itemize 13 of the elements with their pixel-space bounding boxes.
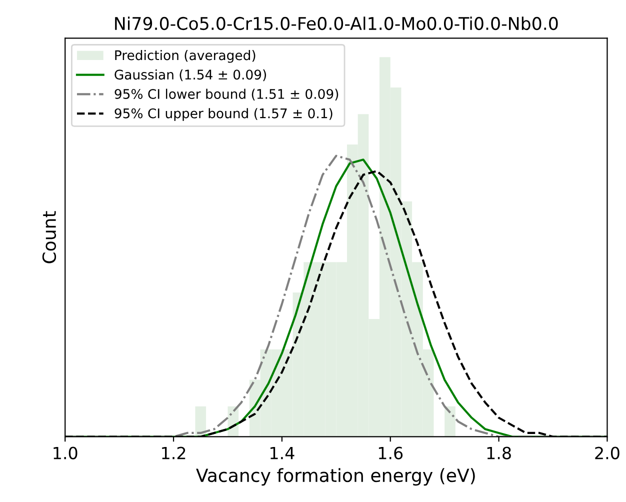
x-tick-label: 1.4 — [270, 446, 294, 460]
x-tick-label: 1.6 — [378, 446, 403, 460]
x-axis-title: Vacancy formation energy (eV) — [196, 468, 475, 486]
x-tick-label: 1.8 — [487, 446, 511, 460]
legend-label: 95% CI upper bound (1.57 ± 0.1) — [114, 108, 332, 121]
x-tick-label: 2.0 — [595, 446, 620, 460]
legend-label: Gaussian (1.54 ± 0.09) — [114, 69, 266, 82]
y-axis-title: Count — [42, 211, 56, 264]
legend-label: Prediction (averaged) — [115, 50, 256, 63]
legend-label: 95% CI lower bound (1.51 ± 0.09) — [114, 88, 338, 101]
chart-title: Ni79.0-Co5.0-Cr15.0-Fe0.0-Al1.0-Mo0.0-Ti0.0-Nb0.0 — [115, 16, 558, 30]
x-tick-label: 1.2 — [162, 446, 186, 460]
x-tick-label: 1.0 — [54, 446, 78, 460]
